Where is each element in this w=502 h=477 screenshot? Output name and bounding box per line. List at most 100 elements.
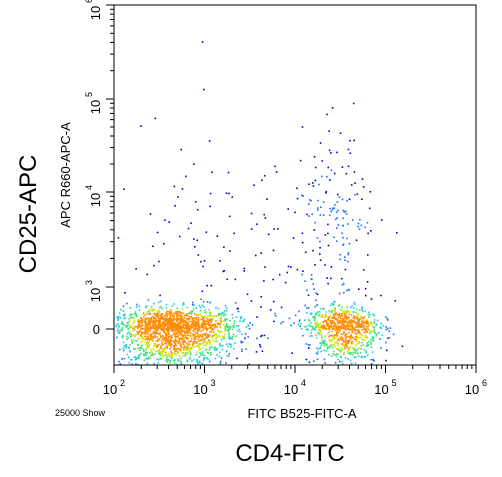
event-dot <box>324 343 327 345</box>
event-dot <box>366 319 368 321</box>
event-dot <box>154 332 157 335</box>
event-dot <box>315 334 317 337</box>
event-dot <box>367 325 369 328</box>
event-dot <box>147 332 149 335</box>
event-dot <box>232 348 235 350</box>
event-dot <box>209 311 211 314</box>
event-dot <box>336 335 339 337</box>
event-dot <box>244 333 247 335</box>
event-dot <box>131 341 133 343</box>
event-dot <box>173 346 176 349</box>
event-dot <box>342 333 344 336</box>
event-dot <box>334 307 336 310</box>
event-dot <box>197 320 199 323</box>
event-dot <box>146 362 149 365</box>
event-dot <box>189 335 192 338</box>
event-dot <box>210 317 213 320</box>
event-dot <box>174 328 177 330</box>
event-dot <box>121 358 123 360</box>
event-dot <box>359 332 361 335</box>
event-dot <box>176 330 179 332</box>
event-dot <box>315 322 318 325</box>
event-dot <box>170 309 172 311</box>
event-dot <box>187 334 190 337</box>
event-dot <box>118 332 121 334</box>
event-dot <box>159 320 161 323</box>
event-dot <box>210 315 212 318</box>
event-dot <box>192 329 194 332</box>
event-dot <box>318 329 320 331</box>
event-dot <box>193 342 195 345</box>
event-dot <box>157 310 160 312</box>
event-dot <box>314 321 317 324</box>
event-dot <box>306 289 308 292</box>
event-dot <box>320 329 322 332</box>
event-dot <box>150 318 152 320</box>
event-dot <box>174 332 176 334</box>
event-dot <box>370 322 372 325</box>
event-dot <box>179 345 182 348</box>
event-dot <box>209 324 211 326</box>
event-dot <box>329 319 332 322</box>
event-dot <box>191 333 194 335</box>
event-dot <box>127 331 130 333</box>
event-dot <box>210 351 212 354</box>
event-dot <box>203 338 205 341</box>
event-dot <box>193 163 195 165</box>
event-dot <box>185 349 187 352</box>
event-dot <box>184 327 187 329</box>
event-dot <box>176 325 178 327</box>
event-dot <box>206 301 209 303</box>
event-dot <box>346 200 348 202</box>
event-dot <box>200 315 203 318</box>
event-dot <box>133 356 136 358</box>
event-dot <box>122 305 125 307</box>
event-dot <box>263 334 266 337</box>
event-dot <box>161 343 163 345</box>
event-dot <box>203 88 205 91</box>
event-dot <box>338 349 341 352</box>
event-dot <box>157 333 159 335</box>
event-dot <box>158 327 160 329</box>
event-dot <box>362 339 364 341</box>
event-dot <box>325 327 327 329</box>
event-dot <box>228 328 230 331</box>
event-dot <box>198 356 201 358</box>
event-dot <box>357 336 359 338</box>
event-dot <box>319 247 321 249</box>
event-dot <box>345 333 348 335</box>
event-dot <box>137 356 140 358</box>
event-dot <box>347 252 350 254</box>
event-dot <box>123 315 126 317</box>
event-dot <box>359 352 362 354</box>
event-dot <box>334 345 336 348</box>
event-dot <box>261 350 264 352</box>
event-dot <box>197 333 199 335</box>
event-dot <box>342 282 345 285</box>
event-dot <box>352 219 354 221</box>
event-dot <box>223 246 225 248</box>
event-dot <box>316 324 319 326</box>
event-dot <box>328 327 331 329</box>
event-dot <box>171 354 174 357</box>
event-dot <box>122 349 125 352</box>
event-dot <box>372 313 374 315</box>
event-dot <box>153 362 155 365</box>
event-dot <box>179 317 181 320</box>
event-dot <box>324 335 326 337</box>
event-dot <box>117 237 120 239</box>
event-dot <box>367 341 370 343</box>
event-dot <box>352 342 354 345</box>
event-dot <box>198 328 201 331</box>
event-dot <box>337 193 339 196</box>
event-dot <box>166 310 169 313</box>
event-dot <box>138 320 140 322</box>
event-dot <box>142 354 145 357</box>
event-dot <box>361 178 364 180</box>
event-dot <box>373 330 376 333</box>
event-dot <box>370 346 373 349</box>
event-dot <box>140 347 143 350</box>
event-dot <box>247 336 249 338</box>
event-dot <box>339 360 341 363</box>
event-dot <box>148 320 151 322</box>
